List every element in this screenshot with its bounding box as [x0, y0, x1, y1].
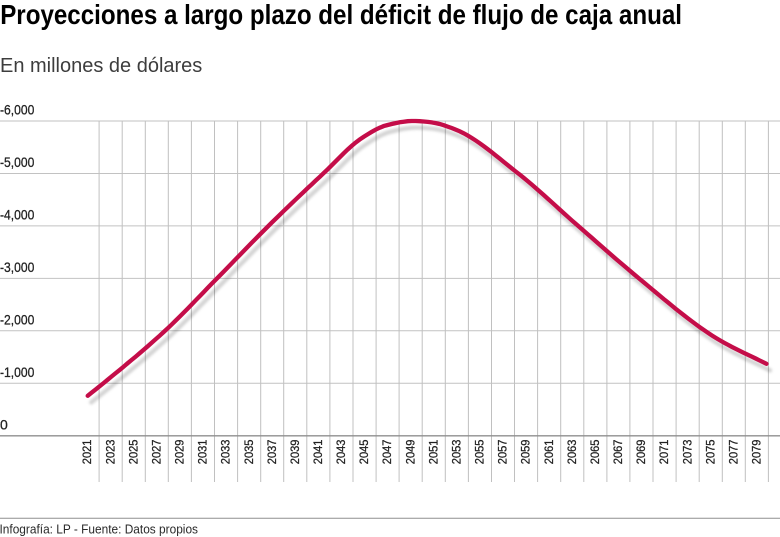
svg-text:2021: 2021: [81, 440, 94, 465]
svg-text:2063: 2063: [566, 440, 579, 465]
svg-text:En millones de dólares: En millones de dólares: [0, 55, 202, 77]
svg-text:2055: 2055: [474, 439, 487, 464]
svg-text:-3,000: -3,000: [0, 259, 34, 275]
svg-text:2047: 2047: [381, 440, 394, 465]
svg-text:2023: 2023: [104, 440, 117, 465]
svg-text:2065: 2065: [589, 439, 602, 464]
svg-text:-5,000: -5,000: [0, 154, 34, 170]
svg-text:2069: 2069: [635, 440, 648, 465]
svg-text:-1,000: -1,000: [0, 364, 34, 380]
svg-text:0: 0: [0, 416, 8, 432]
svg-text:2045: 2045: [358, 439, 371, 464]
svg-text:2053: 2053: [451, 440, 464, 465]
svg-text:2031: 2031: [197, 440, 210, 465]
svg-text:2079: 2079: [751, 440, 764, 465]
svg-text:2071: 2071: [658, 440, 671, 465]
svg-text:2043: 2043: [335, 440, 348, 465]
svg-text:Infografía: LP - Fuente: Datos: Infografía: LP - Fuente: Datos propios: [0, 522, 198, 537]
svg-text:2033: 2033: [220, 440, 233, 465]
svg-text:-2,000: -2,000: [0, 311, 34, 327]
svg-text:Proyecciones a largo plazo del: Proyecciones a largo plazo del déficit d…: [0, 0, 682, 30]
svg-text:2041: 2041: [312, 440, 325, 465]
svg-text:2059: 2059: [520, 440, 533, 465]
svg-text:2061: 2061: [543, 440, 556, 465]
svg-text:2073: 2073: [681, 440, 694, 465]
svg-text:-4,000: -4,000: [0, 207, 34, 223]
svg-text:2027: 2027: [150, 440, 163, 465]
svg-text:2025: 2025: [127, 439, 140, 464]
svg-text:2037: 2037: [266, 440, 279, 465]
svg-text:2049: 2049: [404, 440, 417, 465]
svg-text:2057: 2057: [497, 440, 510, 465]
svg-text:2051: 2051: [427, 440, 440, 465]
svg-text:2067: 2067: [612, 440, 625, 465]
svg-text:-6,000: -6,000: [0, 102, 34, 118]
svg-text:2039: 2039: [289, 440, 302, 465]
svg-text:2075: 2075: [704, 439, 717, 464]
svg-text:2077: 2077: [727, 440, 740, 465]
svg-text:2029: 2029: [174, 440, 187, 465]
svg-text:2035: 2035: [243, 439, 256, 464]
